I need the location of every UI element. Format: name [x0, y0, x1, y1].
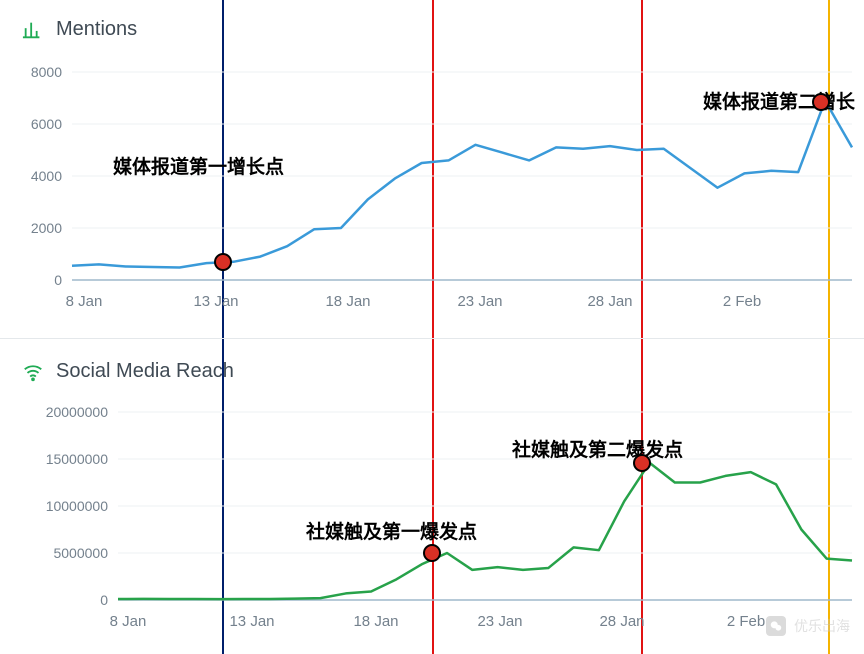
annotation-label: 媒体报道第一增长点: [113, 152, 284, 179]
svg-text:8 Jan: 8 Jan: [110, 613, 147, 630]
event-marker: [214, 253, 232, 271]
svg-text:13 Jan: 13 Jan: [193, 293, 238, 310]
svg-text:18 Jan: 18 Jan: [325, 293, 370, 310]
svg-text:2 Feb: 2 Feb: [727, 613, 765, 630]
svg-text:8 Jan: 8 Jan: [66, 293, 103, 310]
svg-text:28 Jan: 28 Jan: [587, 293, 632, 310]
svg-text:23 Jan: 23 Jan: [477, 613, 522, 630]
watermark: 优乐出海: [766, 616, 850, 636]
svg-text:4000: 4000: [31, 168, 62, 184]
svg-text:5000000: 5000000: [53, 545, 108, 561]
svg-text:18 Jan: 18 Jan: [353, 613, 398, 630]
annotation-label: 媒体报道第二增长: [703, 87, 855, 114]
svg-text:20000000: 20000000: [46, 404, 109, 420]
svg-text:8000: 8000: [31, 64, 62, 80]
svg-text:28 Jan: 28 Jan: [599, 613, 644, 630]
wechat-icon: [766, 616, 786, 636]
reach-chart: 0 5000000 10000000 15000000 20000000 8 Jan 13 …: [0, 342, 864, 654]
event-marker: [812, 93, 830, 111]
annotation-label: 社媒触及第二爆发点: [512, 435, 683, 462]
annotation-label: 社媒触及第一爆发点: [306, 517, 477, 544]
svg-text:15000000: 15000000: [46, 451, 109, 467]
svg-text:2000: 2000: [31, 220, 62, 236]
panel-divider: [0, 338, 864, 339]
event-marker: [423, 544, 441, 562]
svg-text:2 Feb: 2 Feb: [723, 293, 761, 310]
svg-text:0: 0: [54, 272, 62, 288]
watermark-text: 优乐出海: [794, 616, 850, 636]
svg-text:6000: 6000: [31, 116, 62, 132]
reach-panel: Social Media Reach 050000001000000015000…: [0, 342, 864, 654]
svg-text:23 Jan: 23 Jan: [457, 293, 502, 310]
svg-text:13 Jan: 13 Jan: [229, 613, 274, 630]
event-marker: [633, 454, 651, 472]
svg-text:10000000: 10000000: [46, 498, 109, 514]
svg-text:0: 0: [100, 592, 108, 608]
